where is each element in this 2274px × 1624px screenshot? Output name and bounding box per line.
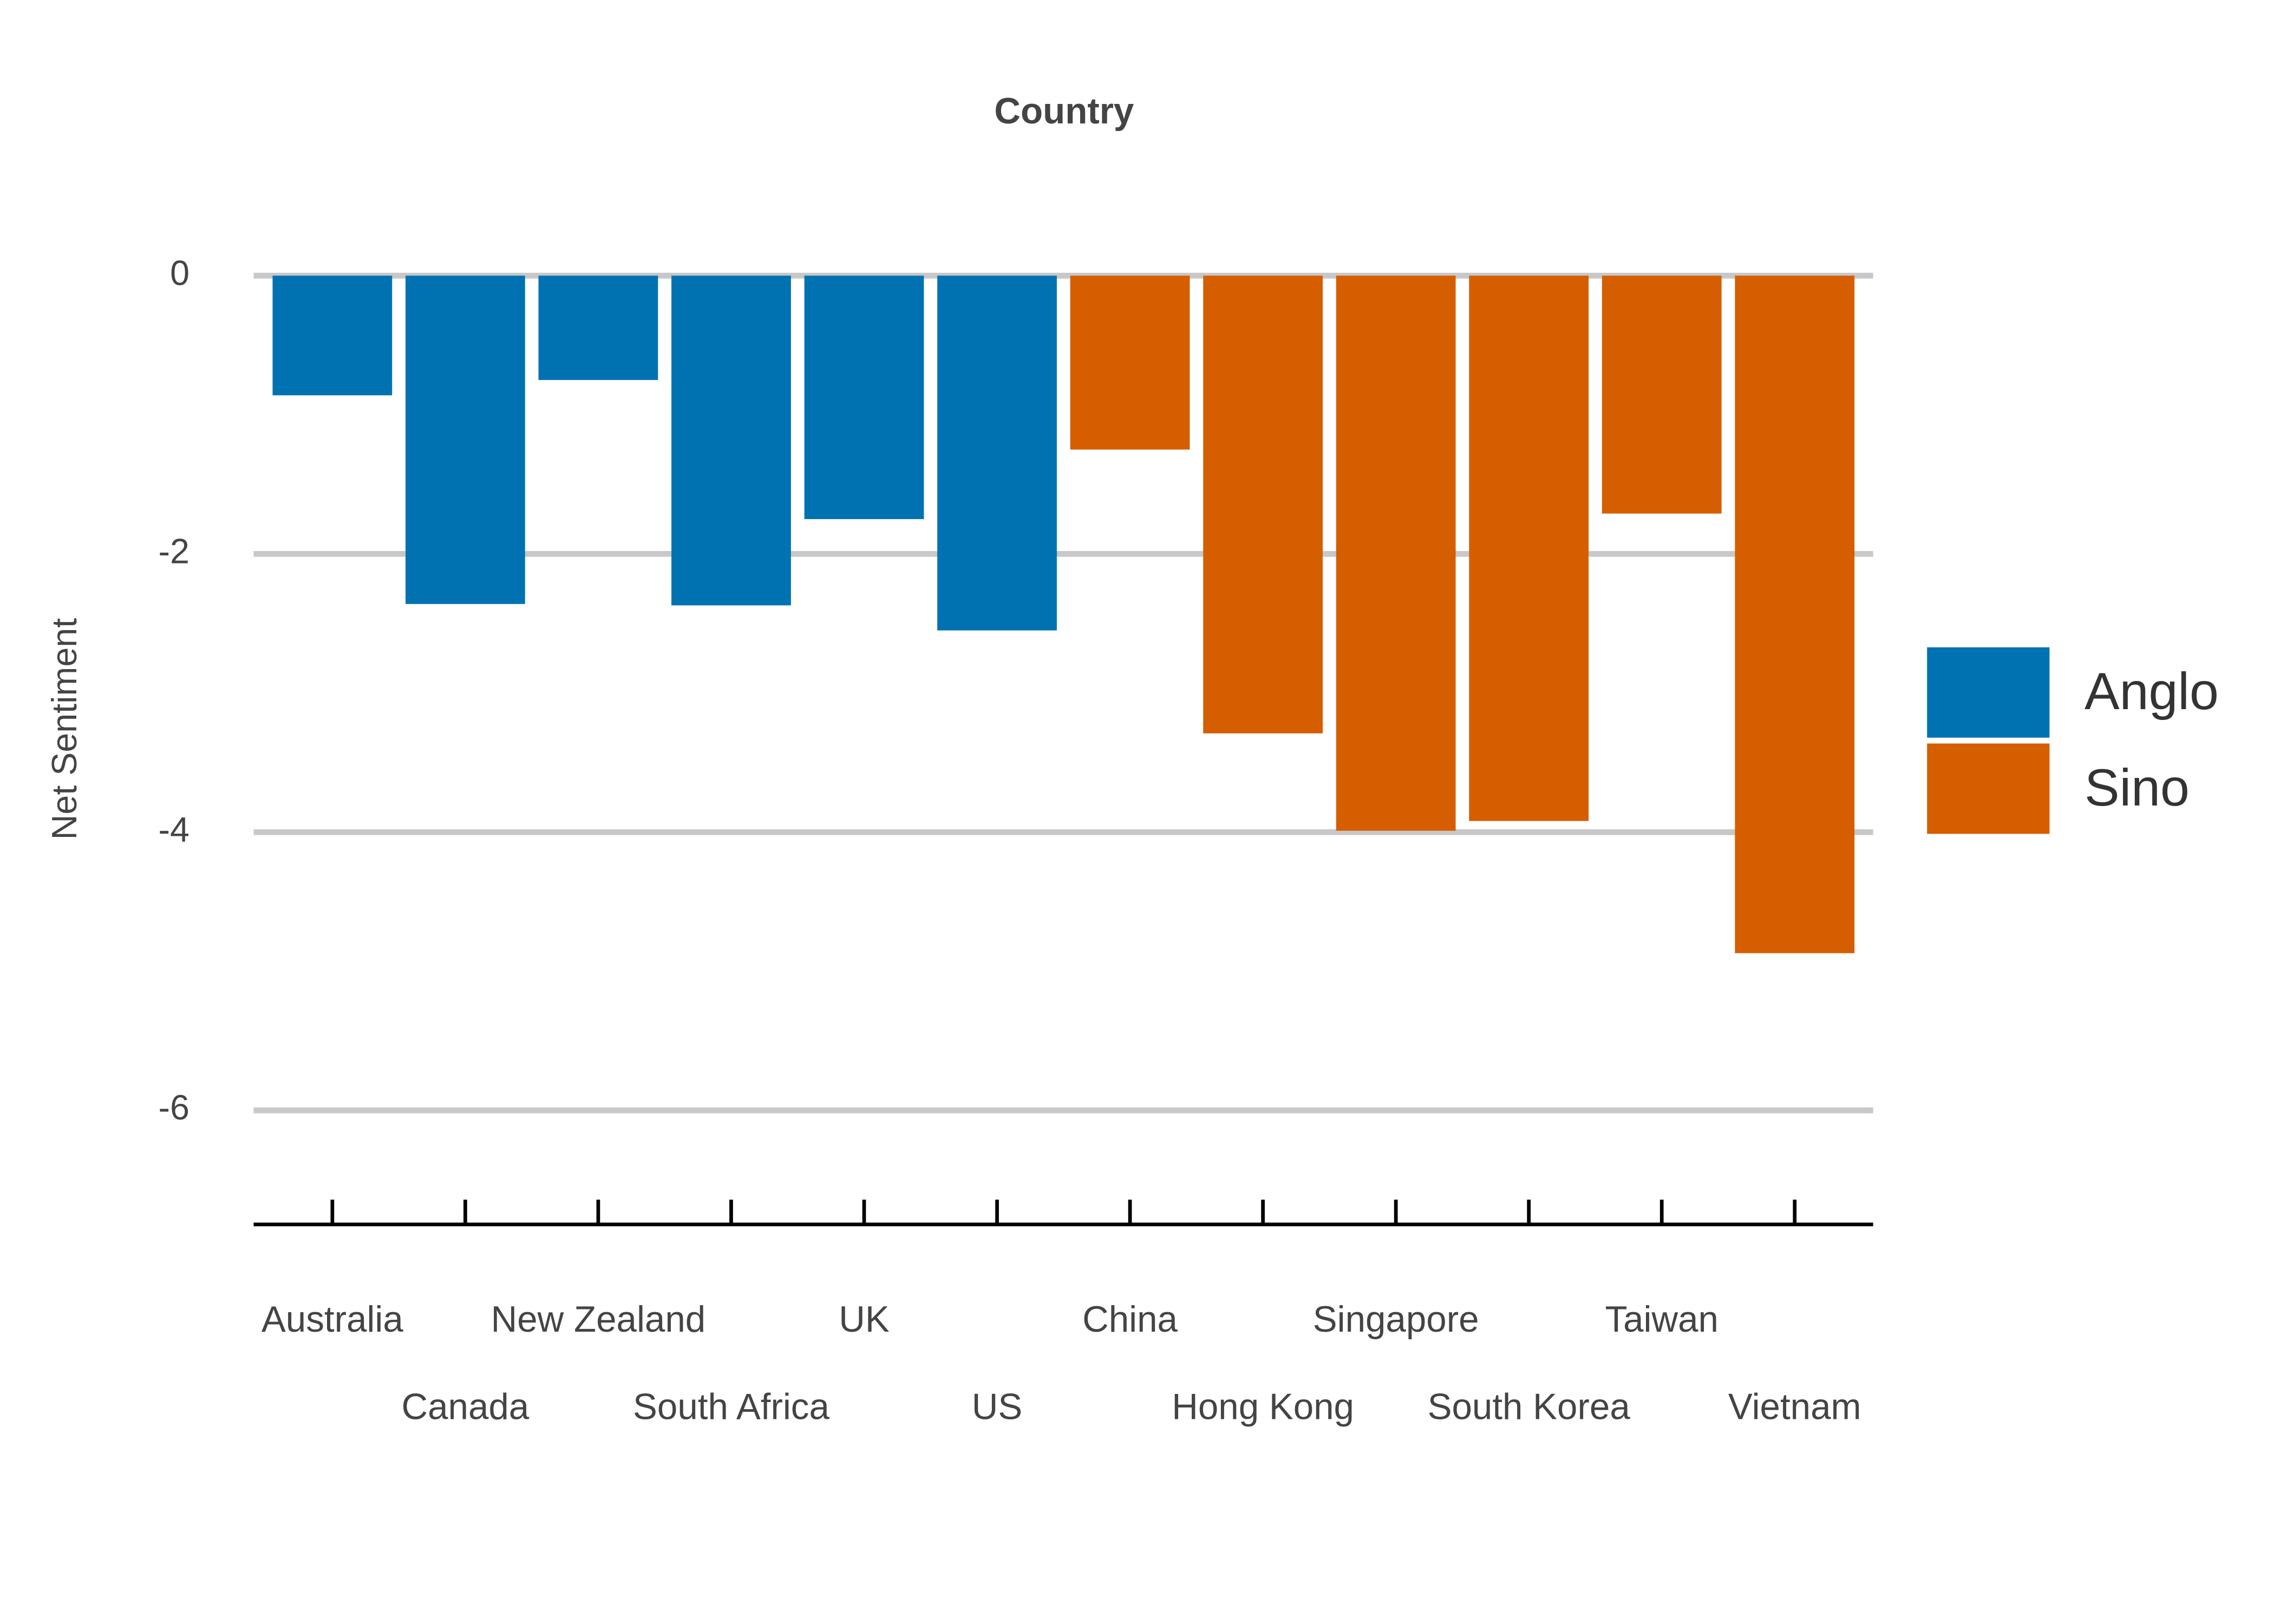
legend-label: Sino <box>2084 758 2190 817</box>
legend-swatch <box>1927 647 2050 738</box>
legend-swatch <box>1927 743 2050 834</box>
bar <box>406 276 525 604</box>
x-tick-label: South Africa <box>633 1387 829 1427</box>
bar <box>1070 276 1190 450</box>
y-tick-label: -2 <box>159 532 190 571</box>
bar <box>671 276 791 606</box>
x-tick-label: Hong Kong <box>1172 1387 1354 1427</box>
y-tick-label: -6 <box>159 1088 190 1127</box>
x-tick-label: China <box>1082 1299 1178 1340</box>
bar <box>1469 276 1589 821</box>
bar <box>538 276 658 380</box>
bar <box>1602 276 1722 514</box>
bar <box>937 276 1057 631</box>
x-tick-label: Vietnam <box>1728 1387 1861 1427</box>
bar <box>1203 276 1323 734</box>
bar <box>272 276 393 396</box>
x-tick-label: New Zealand <box>491 1299 706 1340</box>
x-tick-label: Singapore <box>1313 1299 1479 1340</box>
bar <box>1336 276 1456 831</box>
x-tick-label: Australia <box>262 1299 403 1340</box>
x-tick-label: Taiwan <box>1605 1299 1718 1340</box>
chart-title: Country <box>994 91 1134 132</box>
bar <box>1735 276 1855 953</box>
y-tick-label: 0 <box>170 253 190 292</box>
x-tick-label: South Korea <box>1428 1387 1631 1427</box>
x-tick-label: US <box>972 1387 1023 1427</box>
x-tick-label: UK <box>839 1299 890 1340</box>
legend-label: Anglo <box>2084 662 2219 721</box>
y-axis-label: Net Sentiment <box>45 618 84 840</box>
bar <box>804 276 924 519</box>
y-tick-label: -4 <box>159 810 190 849</box>
x-tick-label: Canada <box>402 1387 530 1427</box>
